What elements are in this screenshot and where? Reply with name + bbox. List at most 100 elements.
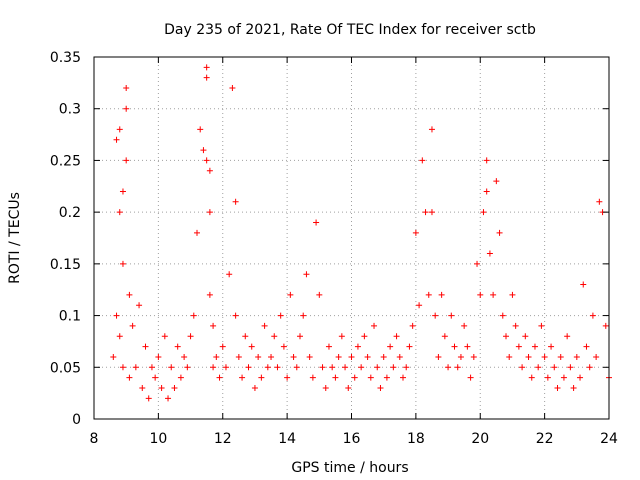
data-point [374,364,381,371]
data-point [126,374,133,381]
data-point [438,291,445,298]
data-point [248,343,255,350]
data-point [174,343,181,350]
data-point [451,343,458,350]
data-point [515,343,522,350]
data-point [506,353,513,360]
data-point [264,364,271,371]
data-point [181,353,188,360]
data-point [197,126,204,133]
data-point [589,312,596,319]
data-point [316,291,323,298]
y-tick-label: 0.1 [59,309,81,325]
data-point [367,374,374,381]
data-point [123,85,130,92]
y-axis-label: ROTI / TECUs [7,192,23,284]
data-point [551,364,558,371]
data-point [560,374,567,381]
data-point [531,343,538,350]
data-point [255,353,262,360]
data-point [200,147,207,154]
data-point [509,291,516,298]
data-point [364,353,371,360]
data-point [139,384,146,391]
x-tick-label: 8 [90,431,99,447]
data-point [580,281,587,288]
grid-layer [94,57,609,419]
data-point [332,374,339,381]
data-point [268,353,275,360]
data-points [110,64,612,402]
data-point [338,333,345,340]
data-point [390,364,397,371]
data-point [577,374,584,381]
data-point [519,364,526,371]
data-point [216,374,223,381]
data-point [425,291,432,298]
data-point [348,353,355,360]
x-tick-label: 10 [149,431,167,447]
x-tick-label: 24 [600,431,618,447]
data-point [280,343,287,350]
data-point [409,322,416,329]
data-point [148,364,155,371]
data-point [541,353,548,360]
data-point [593,353,600,360]
data-point [136,302,143,309]
data-point [194,229,200,236]
data-point [499,312,506,319]
x-tick-label: 20 [471,431,489,447]
data-point [261,322,268,329]
data-point [525,353,532,360]
data-point [354,343,361,350]
data-point [210,364,217,371]
data-point [393,333,400,340]
data-point [161,333,168,340]
data-point [274,364,281,371]
y-tick-label: 0 [72,412,81,428]
data-point [168,364,175,371]
data-point [297,333,303,340]
data-point [119,188,126,195]
x-tick-label: 12 [214,431,232,447]
data-point [432,312,439,319]
data-point [371,322,378,329]
data-point [303,271,310,278]
data-point [486,250,493,257]
x-tick-label: 22 [536,431,554,447]
data-point [483,157,490,164]
data-point [406,343,413,350]
data-point [129,322,136,329]
data-point [522,333,529,340]
data-point [467,374,474,381]
data-point [554,384,561,391]
data-point [132,364,139,371]
data-point [300,312,307,319]
data-point [419,157,426,164]
data-point [477,291,484,298]
data-point [503,333,509,340]
y-tick-label: 0.35 [50,50,81,66]
data-point [152,374,159,381]
data-point [290,353,297,360]
data-point [586,364,593,371]
data-point [428,209,435,216]
data-point [271,333,278,340]
data-point [245,364,252,371]
y-tick-label: 0.05 [50,360,81,376]
data-point [258,374,265,381]
data-point [119,364,126,371]
data-point [570,384,577,391]
data-point [535,364,542,371]
data-point [203,157,210,164]
data-point [277,312,284,319]
data-point [229,85,236,92]
x-tick-label: 14 [278,431,296,447]
data-point [203,64,210,71]
data-point [596,198,603,205]
y-tick-label: 0.15 [50,257,81,273]
data-point [435,353,442,360]
data-point [464,343,471,350]
data-point [309,374,316,381]
data-point [206,209,213,216]
